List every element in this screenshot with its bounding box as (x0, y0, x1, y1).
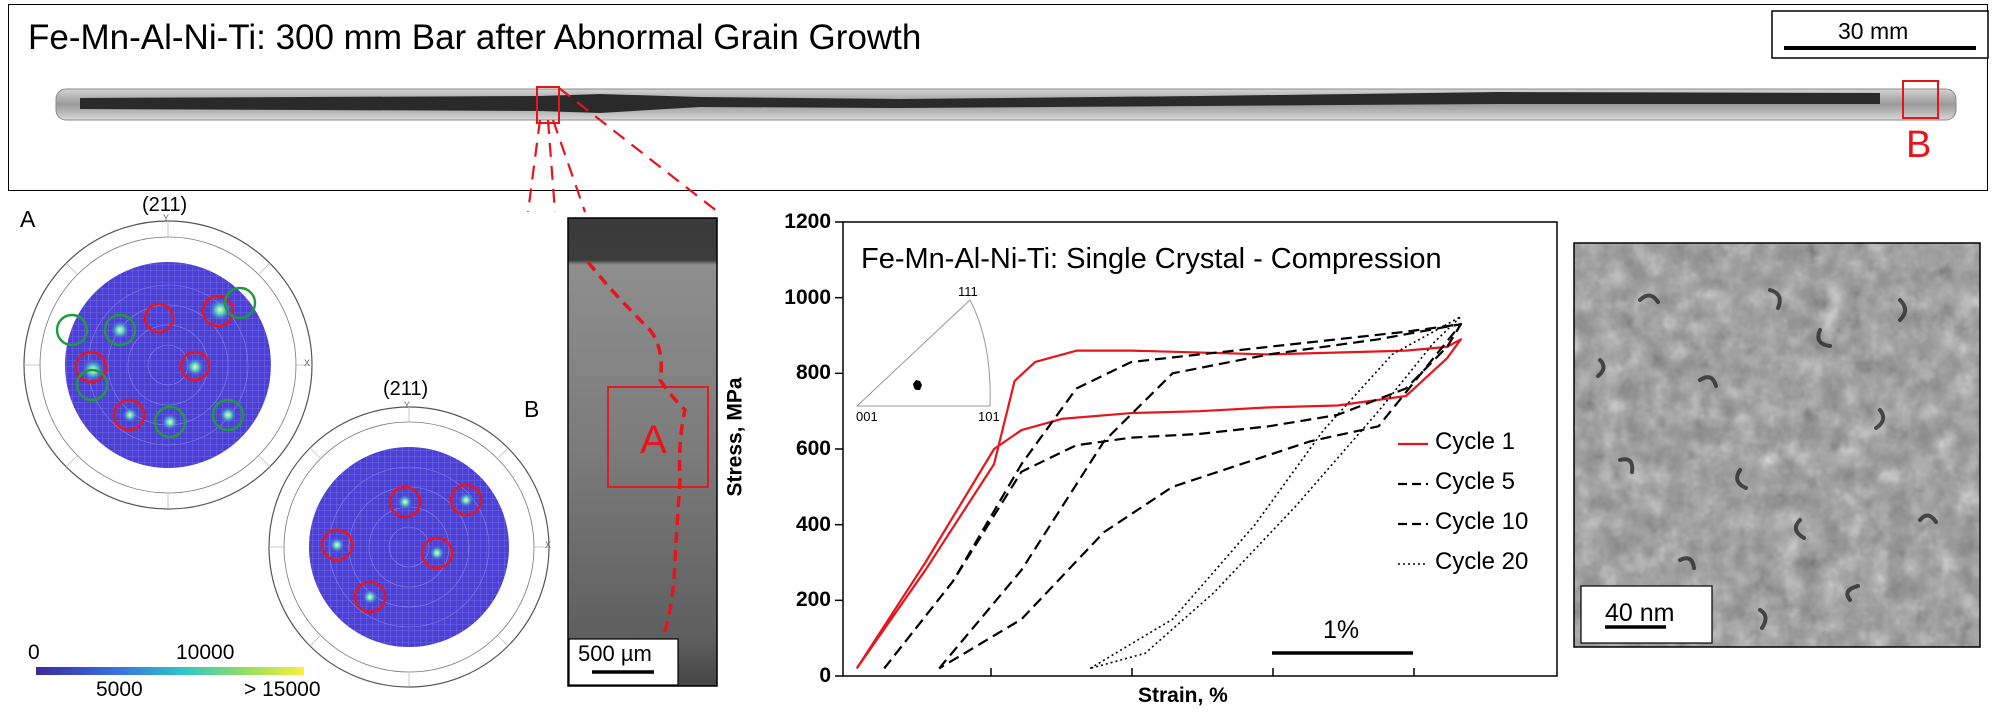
micrograph-region-a-label: A (640, 418, 667, 462)
pole-figure-a (23, 220, 313, 510)
bar-dark-grain (80, 92, 1880, 113)
tem-scale-label: 40 nm (1605, 599, 1675, 627)
bar-region-b-label: B (1906, 124, 1932, 166)
chart-legend-label-2: Cycle 5 (1435, 468, 1516, 495)
bar-photo-panel (8, 4, 1988, 191)
chart-title: Fe-Mn-Al-Ni-Ti: Single Crystal - Compres… (861, 243, 1442, 275)
colorbar-tick-10000: 10000 (176, 641, 235, 664)
chart-series (855, 315, 1462, 670)
micrograph-image (567, 217, 718, 687)
grain-boundary (586, 260, 687, 641)
colorbar-tick-15000: > 15000 (244, 678, 321, 701)
micrograph-box-a (607, 386, 709, 488)
inset-triangle (855, 299, 991, 407)
tem-frame (1573, 242, 1981, 648)
micrograph-scale-box (568, 638, 679, 686)
chart-ytick-label: 800 (795, 361, 831, 385)
inset-label-001: 001 (856, 409, 878, 424)
colorbar-tick-0: 0 (28, 641, 40, 664)
chart-ytick-label: 0 (819, 664, 831, 687)
chart-legend-label-4: Cycle 20 (1435, 548, 1529, 575)
pole-a-axis-x: X (304, 358, 311, 368)
colorbar-tick-5000: 5000 (96, 678, 143, 701)
chart-ytick-label: 400 (795, 512, 831, 536)
chart-xlabel: Strain, % (1138, 684, 1228, 707)
bar-scale-label: 30 mm (1838, 18, 1909, 44)
chart-ytick-label: 200 (795, 588, 831, 612)
chart-axes (835, 221, 1415, 677)
bar-photo-title: Fe-Mn-Al-Ni-Ti: 300 mm Bar after Abnorma… (28, 18, 922, 57)
pole-b-axis-x: X (545, 540, 552, 550)
pole-figure-b (268, 406, 550, 688)
chart-strain-scale-label: 1% (1323, 616, 1360, 644)
chart-legend-label-1: Cycle 1 (1435, 428, 1516, 455)
pole-b-title: (211) (383, 378, 429, 400)
chart-ytick-label: 1000 (784, 285, 831, 309)
pole-panel-label-b: B (524, 396, 540, 422)
pole-b-axis-y: Y (404, 400, 411, 410)
chart-series-line-3 (938, 323, 1462, 670)
chart-legend-label-3: Cycle 10 (1435, 508, 1529, 535)
pole-colorbar (36, 667, 304, 675)
micrograph-scale-label: 500 µm (578, 641, 652, 666)
chart-series-line-2 (883, 323, 1462, 670)
chart-series-line-1 (855, 338, 1462, 670)
pole-a-title: (211) (142, 194, 188, 216)
inset-label-111: 111 (958, 284, 978, 299)
inset-label-101: 101 (978, 409, 1000, 424)
tem-scale-box (1580, 585, 1713, 644)
chart-ytick-label: 1200 (784, 210, 831, 233)
chart-series-line-4 (1089, 315, 1462, 670)
pole-panel-label-a: A (20, 206, 36, 232)
pole-a-axis-y: Y (163, 213, 170, 223)
bar-zoom-box-b (1902, 80, 1939, 119)
bar-scale-box (1771, 10, 1989, 59)
chart-ytick-label: 600 (795, 437, 831, 460)
